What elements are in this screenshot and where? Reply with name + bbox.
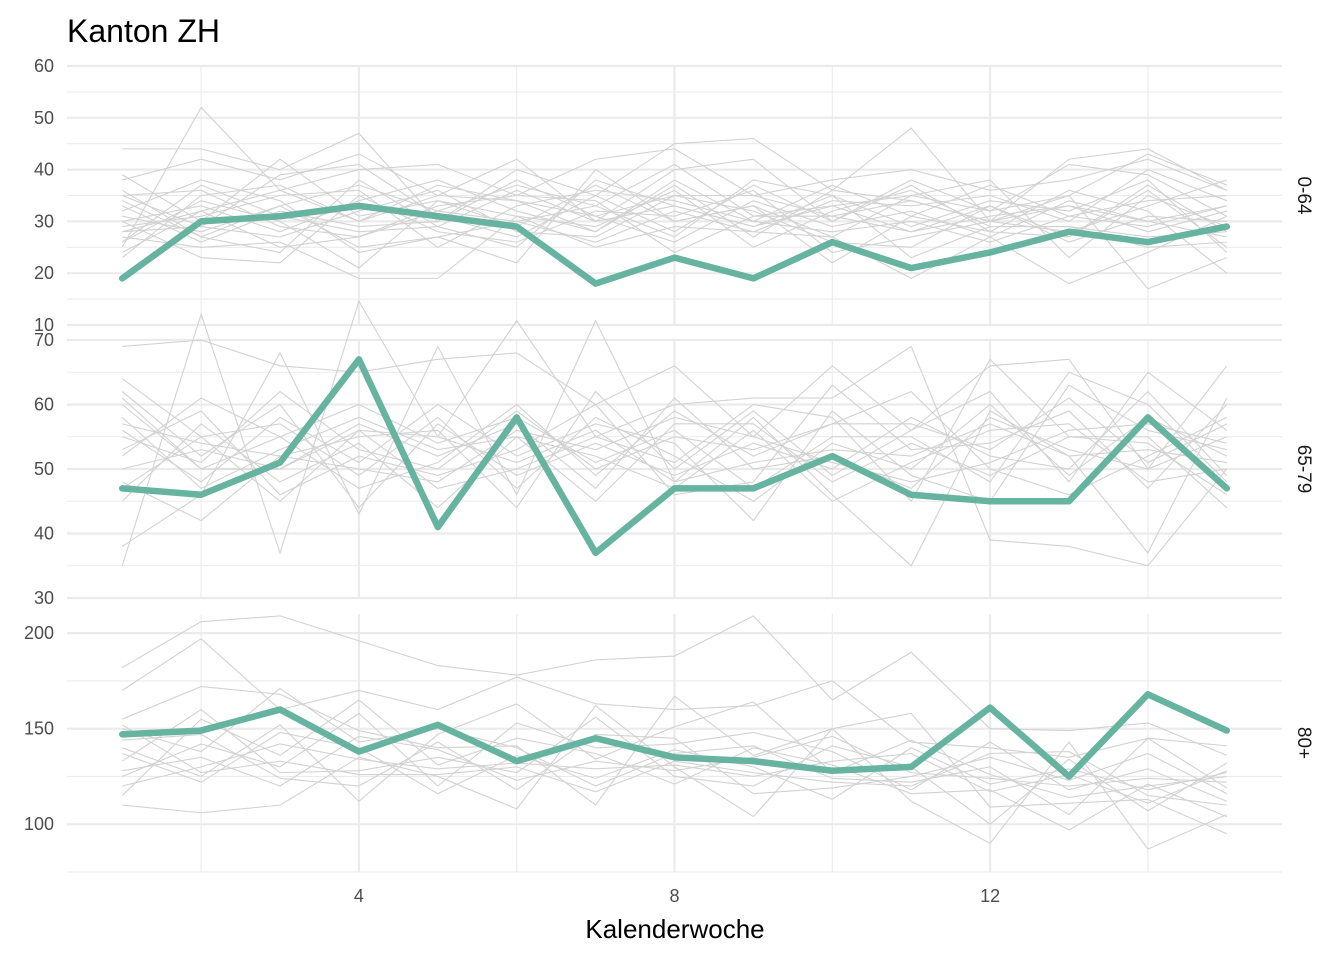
- facet-strip-label: 0-64: [1293, 176, 1314, 214]
- facet-panels: 10 20 30 40 50 60 0-64 30 40 50 60 70 65-79 100 150 200…: [24, 56, 1314, 873]
- background-series-line: [122, 163, 1228, 274]
- background-series-line: [122, 701, 1227, 803]
- y-tick-label: 30: [34, 588, 54, 608]
- background-series-line: [122, 397, 1227, 490]
- background-series-line: [122, 390, 1228, 470]
- background-series-line: [121, 106, 1227, 248]
- background-series-line: [121, 179, 1227, 264]
- background-series-line: [121, 358, 1228, 509]
- background-series-line: [122, 743, 1227, 804]
- highlight-series-line: [118, 202, 1231, 287]
- highlight-series-line: [118, 356, 1231, 557]
- y-tick-label: 70: [34, 330, 54, 350]
- y-tick-label: 40: [34, 160, 54, 180]
- x-axis-ticks: 4 8 12: [354, 886, 1000, 906]
- x-axis-label: Kalenderwoche: [585, 914, 764, 944]
- y-tick-label: 50: [34, 459, 54, 479]
- x-tick-label: 8: [669, 886, 679, 906]
- background-series-line: [122, 731, 1227, 800]
- background-series-line: [121, 397, 1227, 483]
- background-series-line: [121, 699, 1227, 831]
- background-series-line: [121, 384, 1228, 496]
- background-series-line: [122, 339, 1228, 470]
- background-series-line: [121, 416, 1228, 502]
- y-tick-label: 100: [24, 814, 54, 834]
- background-series-line: [122, 704, 1227, 850]
- background-series-line: [121, 708, 1228, 825]
- background-series-line: [122, 168, 1227, 254]
- facet-panel-0-64: 10 20 30 40 50 60 0-64: [34, 56, 1314, 335]
- background-series-line: [122, 189, 1227, 248]
- background-lines: [121, 106, 1228, 290]
- y-tick-label: 10: [34, 315, 54, 335]
- y-tick-label: 60: [34, 56, 54, 76]
- background-series-line: [122, 687, 1228, 816]
- y-tick-label: 40: [34, 524, 54, 544]
- facet-strip-label: 65-79: [1293, 445, 1314, 494]
- facet-panel-80+: 100 150 200 80+: [24, 614, 1314, 873]
- background-series-line: [121, 158, 1228, 238]
- y-tick-label: 60: [34, 395, 54, 415]
- y-tick-label: 150: [24, 719, 54, 739]
- y-tick-label: 50: [34, 108, 54, 128]
- background-series-line: [121, 194, 1227, 254]
- y-tick-label: 30: [34, 211, 54, 231]
- background-lines: [121, 615, 1228, 850]
- background-lines: [121, 299, 1228, 567]
- y-tick-label: 200: [24, 623, 54, 643]
- facet-panel-65-79: 30 40 50 60 70 65-79: [34, 299, 1314, 608]
- background-series-line: [121, 403, 1228, 502]
- background-series-line: [122, 733, 1228, 795]
- facet-strip-label: 80+: [1293, 727, 1314, 759]
- background-series-line: [122, 189, 1227, 233]
- highlight-series-line: [118, 691, 1231, 780]
- background-series-line: [122, 735, 1227, 787]
- y-tick-label: 20: [34, 263, 54, 283]
- background-series-line: [121, 615, 1227, 756]
- x-tick-label: 4: [354, 886, 364, 906]
- background-series-line: [122, 416, 1227, 483]
- background-series-line: [122, 179, 1228, 253]
- chart-title: Kanton ZH: [67, 13, 220, 49]
- x-tick-label: 12: [980, 886, 1000, 906]
- background-series-line: [121, 163, 1228, 238]
- background-series-line: [122, 215, 1228, 285]
